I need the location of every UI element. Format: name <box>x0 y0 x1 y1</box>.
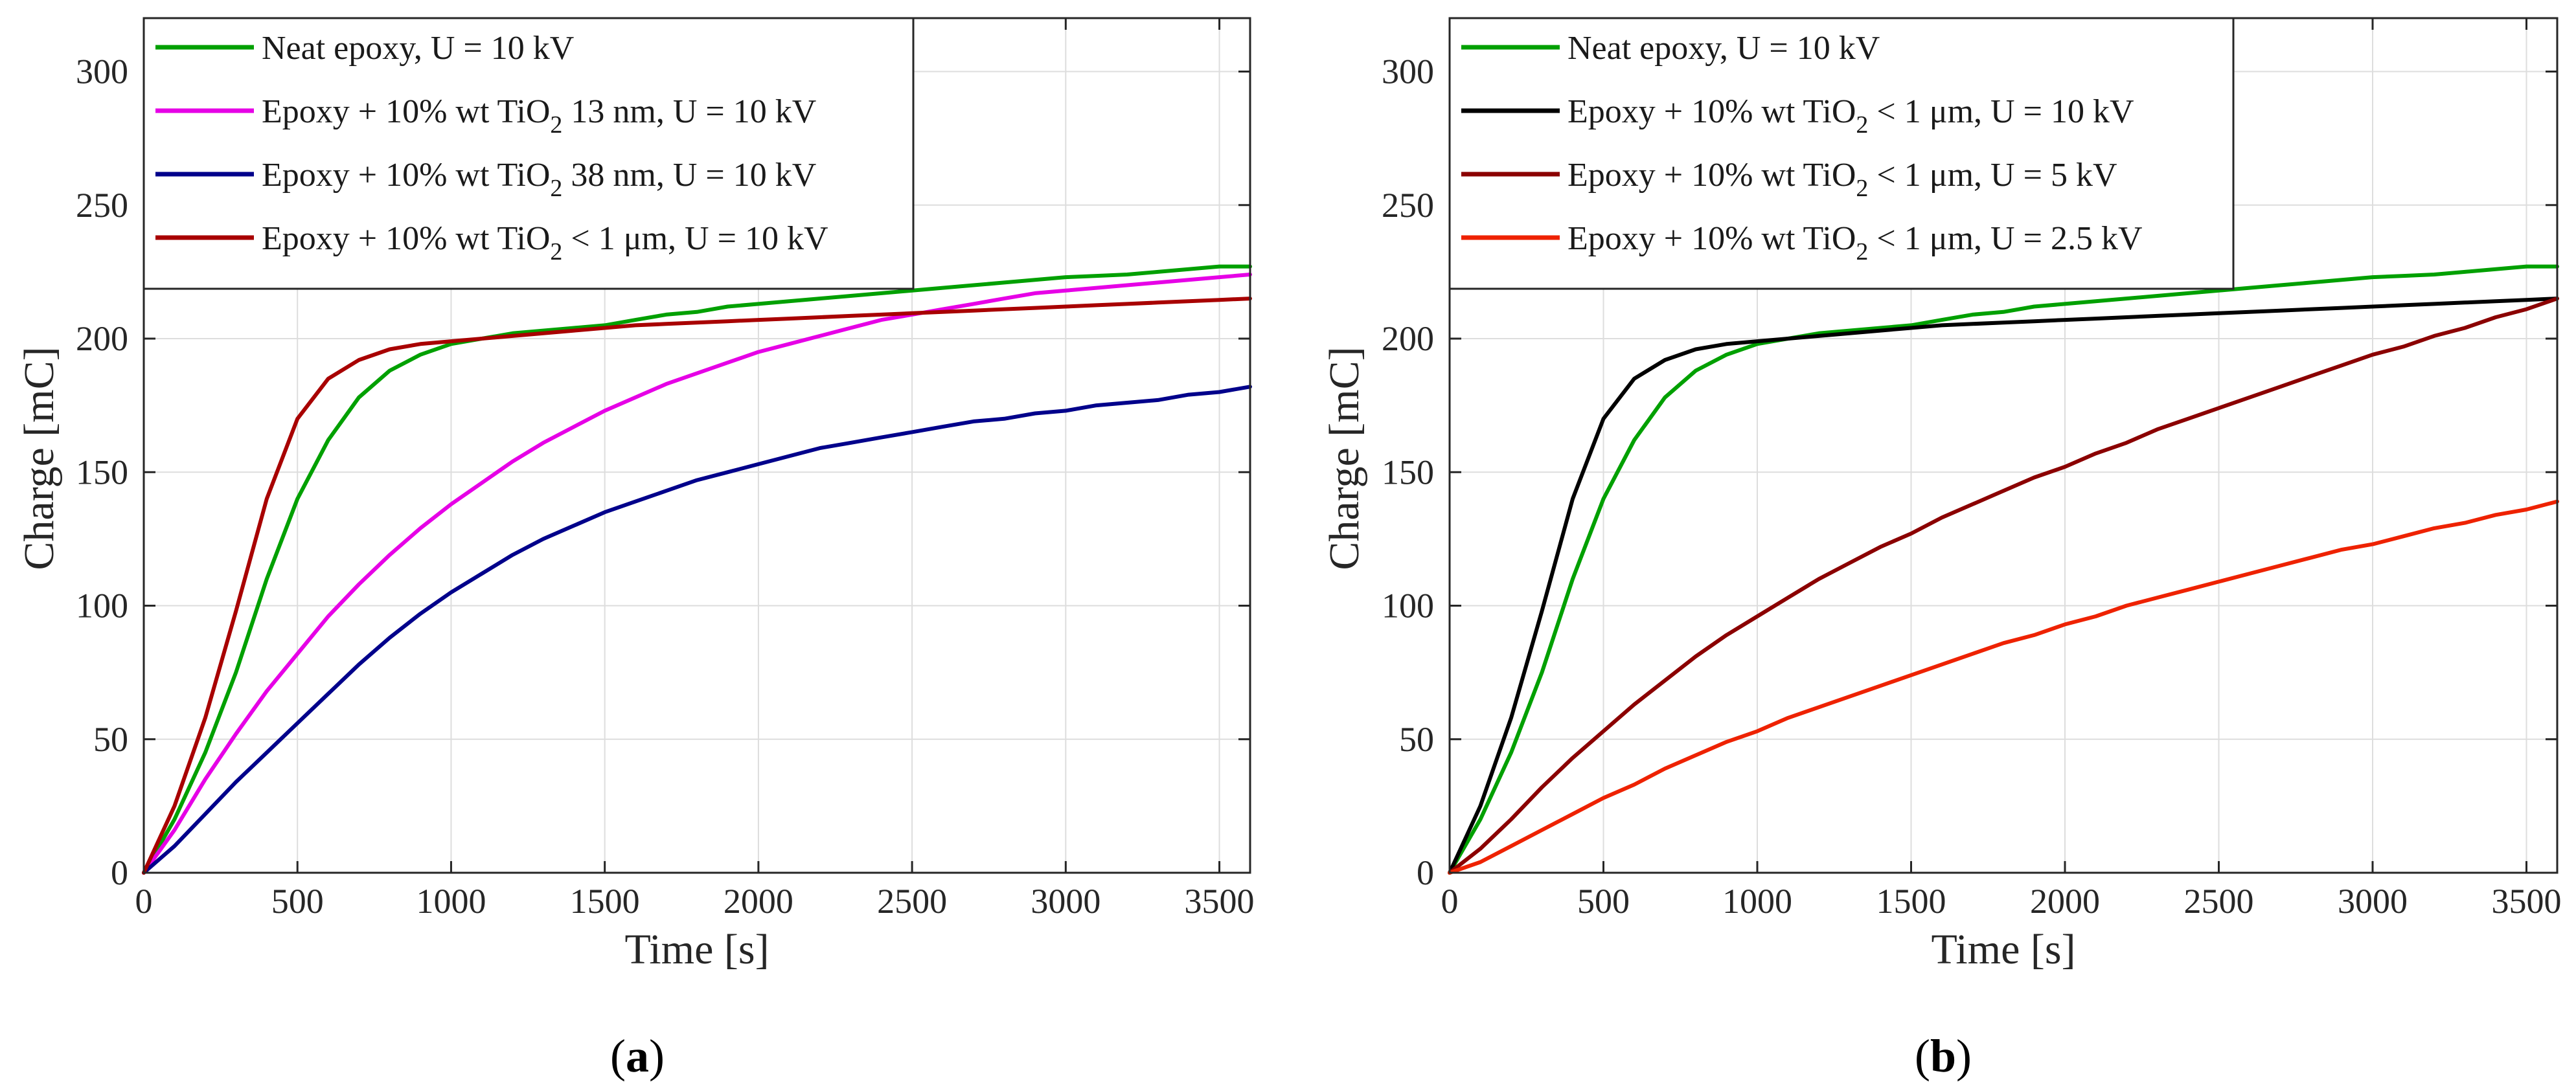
chart-panel-b: 0 500 1000 1500 2000 2500 3000 3500 0 50 100 150 200… <box>1321 17 2562 1082</box>
y-tick-label: 250 <box>1382 186 1434 225</box>
x-tick-label: 500 <box>1577 882 1630 921</box>
x-tick-label: 3500 <box>2492 882 2562 921</box>
legend-text-main: Neat epoxy, U = 10 kV <box>1567 30 1880 67</box>
legend-entry-4: Epoxy + 10% wt TiO2 < 1 μm, U = 10 kV <box>262 220 828 265</box>
caption-letter: a <box>626 1030 649 1082</box>
series-line-1 <box>142 264 1252 875</box>
x-tick-label: 0 <box>135 882 153 921</box>
caption-letter: b <box>1930 1030 1956 1082</box>
legend-text-main: Epoxy + 10% wt TiO <box>262 157 550 194</box>
legend-text-rest: < 1 μm, U = 5 kV <box>1868 157 2117 194</box>
legend-text-main: Epoxy + 10% wt TiO <box>262 220 550 257</box>
caption-close: ) <box>649 1030 665 1082</box>
legend-text-main: Epoxy + 10% wt TiO <box>1567 157 1856 194</box>
series-line-4 <box>1448 499 2559 875</box>
caption-open: ( <box>1915 1030 1930 1082</box>
series-line-4 <box>142 297 1252 875</box>
x-tick-label: 2500 <box>877 882 947 921</box>
series-line-2 <box>1448 297 2559 875</box>
y-tick-label: 50 <box>93 720 128 759</box>
legend-text-rest: < 1 μm, U = 10 kV <box>1868 93 2134 130</box>
legend-entry-2: Epoxy + 10% wt TiO2 13 nm, U = 10 kV <box>262 93 816 139</box>
x-tick-label: 1500 <box>1876 882 1946 921</box>
legend-entry-1: Neat epoxy, U = 10 kV <box>262 30 574 67</box>
legend-text-rest: < 1 μm, U = 10 kV <box>562 220 828 257</box>
legend-text-main: Neat epoxy, U = 10 kV <box>262 30 574 67</box>
series-line-3 <box>142 385 1252 875</box>
x-axis-label: Time [s] <box>624 926 769 973</box>
y-tick-label: 200 <box>1382 319 1434 358</box>
y-axis-label: Charge [mC] <box>16 346 63 570</box>
legend-entry-2: Epoxy + 10% wt TiO2 < 1 μm, U = 10 kV <box>1567 93 2134 139</box>
y-tick-label: 300 <box>76 52 128 91</box>
legend-text-subscript: 2 <box>1856 111 1868 139</box>
legend-text-subscript: 2 <box>1856 175 1868 202</box>
legend-text-subscript: 2 <box>550 111 562 139</box>
x-tick-label: 2500 <box>2184 882 2254 921</box>
y-axis-label: Charge [mC] <box>1321 346 1368 570</box>
y-tick-label: 250 <box>76 186 128 225</box>
panel-caption: (a) <box>610 1030 665 1082</box>
legend-text-main: Epoxy + 10% wt TiO <box>1567 220 1856 257</box>
caption-close: ) <box>1956 1030 1972 1082</box>
legend-entry-4: Epoxy + 10% wt TiO2 < 1 μm, U = 2.5 kV <box>1567 220 2143 265</box>
x-tick-label: 3000 <box>2338 882 2408 921</box>
y-tick-label: 100 <box>1382 587 1434 625</box>
x-tick-label: 1500 <box>570 882 640 921</box>
legend-text-main: Epoxy + 10% wt TiO <box>1567 93 1856 130</box>
x-tick-label: 1000 <box>1722 882 1792 921</box>
series-line-1 <box>1448 264 2559 875</box>
legend-text-subscript: 2 <box>550 175 562 202</box>
y-tick-label: 0 <box>111 853 128 892</box>
legend-text-main: Epoxy + 10% wt TiO <box>262 93 550 130</box>
y-tick-label: 300 <box>1382 52 1434 91</box>
y-tick-label: 100 <box>76 587 128 625</box>
x-axis-label: Time [s] <box>1931 926 2075 973</box>
legend-text-rest: 38 nm, U = 10 kV <box>562 157 816 194</box>
x-tick-label: 3500 <box>1185 882 1255 921</box>
x-tick-label: 0 <box>1441 882 1459 921</box>
caption-open: ( <box>610 1030 626 1082</box>
legend-box <box>142 17 915 290</box>
panel-caption: (b) <box>1915 1030 1972 1082</box>
x-tick-label: 500 <box>271 882 324 921</box>
series-line-3 <box>1448 297 2559 875</box>
legend-entry-3: Epoxy + 10% wt TiO2 38 nm, U = 10 kV <box>262 157 816 202</box>
y-tick-label: 200 <box>76 319 128 358</box>
x-tick-label: 3000 <box>1031 882 1100 921</box>
x-tick-label: 2000 <box>2030 882 2100 921</box>
chart-panel-a: 0 500 1000 1500 2000 2500 3000 3500 0 50 100 150 200… <box>16 17 1255 1082</box>
legend-entry-3: Epoxy + 10% wt TiO2 < 1 μm, U = 5 kV <box>1567 157 2117 202</box>
legend-text-subscript: 2 <box>1856 238 1868 265</box>
y-tick-label: 150 <box>76 453 128 491</box>
legend-entry-1: Neat epoxy, U = 10 kV <box>1567 30 1880 67</box>
series-line-2 <box>142 273 1252 875</box>
x-tick-label: 2000 <box>724 882 793 921</box>
legend-text-rest: 13 nm, U = 10 kV <box>562 93 816 130</box>
legend-box <box>1448 17 2235 290</box>
x-tick-label: 1000 <box>416 882 486 921</box>
legend-text-subscript: 2 <box>550 238 562 265</box>
y-tick-label: 50 <box>1399 720 1434 759</box>
legend-text-rest: < 1 μm, U = 2.5 kV <box>1868 220 2142 257</box>
y-tick-label: 150 <box>1382 453 1434 491</box>
y-tick-label: 0 <box>1417 853 1434 892</box>
